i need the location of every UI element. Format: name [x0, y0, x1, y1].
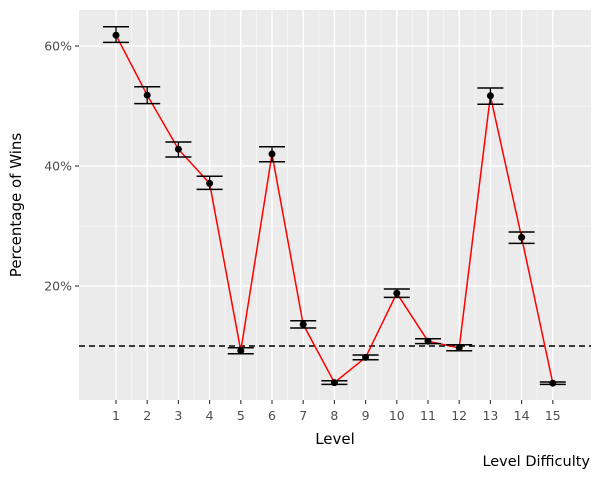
x-tick-label: 13: [482, 408, 498, 423]
y-tick-label: 40%: [44, 159, 72, 174]
x-tick-label: 10: [389, 408, 405, 423]
x-tick-label: 3: [174, 408, 182, 423]
data-point: [112, 31, 120, 39]
x-axis-title: Level: [315, 430, 355, 448]
data-point: [549, 379, 557, 387]
x-tick-label: 6: [268, 408, 276, 423]
x-tick-label: 9: [362, 408, 370, 423]
data-point: [330, 379, 338, 387]
data-point: [143, 91, 151, 99]
data-point: [424, 337, 432, 345]
x-tick-label: 5: [237, 408, 245, 423]
x-axis-ticks: 1 2 3 4 5 6 7 8 9 10 11 12 13 14 15: [112, 400, 561, 423]
point-layer: [112, 31, 557, 387]
y-tick-label: 20%: [44, 279, 72, 294]
x-tick-label: 12: [451, 408, 467, 423]
major-gridlines: [79, 10, 591, 400]
chart-caption: Level Difficulty: [482, 454, 590, 470]
y-axis-ticks: 20% 40% 60%: [44, 39, 79, 294]
x-tick-label: 2: [143, 408, 151, 423]
data-point: [518, 233, 526, 241]
data-point: [362, 353, 370, 361]
data-point: [206, 179, 214, 187]
data-point: [486, 92, 494, 100]
x-tick-label: 7: [299, 408, 307, 423]
y-axis-title: Percentage of Wins: [7, 133, 25, 278]
y-tick-label: 60%: [44, 39, 72, 54]
data-point: [455, 344, 463, 352]
x-tick-label: 4: [206, 408, 214, 423]
x-tick-label: 14: [514, 408, 530, 423]
data-point: [393, 289, 401, 297]
x-tick-label: 1: [112, 408, 120, 423]
data-point: [174, 145, 182, 153]
data-point: [237, 347, 245, 355]
x-tick-label: 11: [420, 408, 436, 423]
x-tick-label: 8: [330, 408, 338, 423]
data-point: [268, 150, 276, 158]
x-tick-label: 15: [545, 408, 561, 423]
data-point: [299, 320, 307, 328]
